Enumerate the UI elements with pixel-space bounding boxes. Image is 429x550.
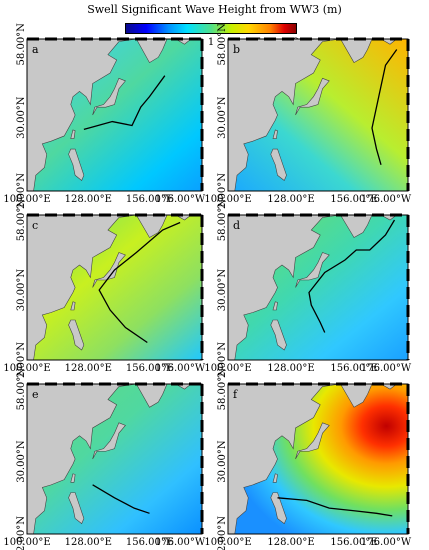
land-mass <box>92 422 126 460</box>
lat-label: 58.00°N <box>16 23 27 66</box>
land-mass <box>26 38 137 192</box>
land-mass <box>272 301 278 311</box>
lat-label: 58.00°N <box>16 368 27 411</box>
typhoon-track <box>371 49 398 165</box>
land-mass <box>70 129 76 139</box>
land-mass <box>92 252 126 288</box>
lat-label: 30.00°N <box>16 440 27 483</box>
panel-label: a <box>32 43 39 56</box>
lon-label: 156.00°E <box>330 363 377 374</box>
lat-label: 30.00°N <box>16 96 27 139</box>
lon-label: 176.00°W <box>361 363 412 374</box>
panel-label: b <box>233 43 240 56</box>
lon-label: 156.00°E <box>126 537 173 548</box>
lon-label: 156.00°E <box>126 363 173 374</box>
lon-label: 100.00°E <box>3 194 50 205</box>
lat-label: 2.00°N <box>16 516 27 550</box>
typhoon-track <box>308 219 396 333</box>
typhoon-track <box>98 221 181 344</box>
lon-label: 156.00°E <box>330 537 377 548</box>
land-mass <box>26 383 137 535</box>
lon-label: 128.00°E <box>65 363 112 374</box>
lat-label: 30.00°N <box>217 96 228 139</box>
land-mass <box>272 473 278 483</box>
panel-label: d <box>233 219 240 232</box>
land-mass <box>295 252 330 288</box>
panel-label: c <box>32 219 38 232</box>
land-mass <box>70 301 76 311</box>
lon-label: 100.00°E <box>204 363 251 374</box>
panel-label: f <box>233 388 238 401</box>
land-mass <box>68 319 85 351</box>
land-mass <box>227 383 341 535</box>
map-panel: e <box>26 382 204 535</box>
land-mass <box>270 148 287 181</box>
colorbar-title: Swell Significant Wave Height from WW3 (… <box>87 3 342 16</box>
lat-label: 30.00°N <box>217 269 228 312</box>
lat-label: 2.00°N <box>16 342 27 378</box>
lon-label: 100.00°E <box>204 537 251 548</box>
land-mass <box>270 492 287 525</box>
lat-label: 2.00°N <box>217 516 228 550</box>
land-mass <box>92 77 126 116</box>
map-panel: d <box>227 213 410 361</box>
typhoon-track <box>83 75 166 131</box>
lat-label: 30.00°N <box>16 269 27 312</box>
lon-label: 128.00°E <box>267 194 314 205</box>
lon-label: 176.00°W <box>155 363 206 374</box>
lat-label: 2.00°N <box>217 173 228 209</box>
lon-label: 176.00°W <box>361 194 412 205</box>
lon-label: 176.00°W <box>361 537 412 548</box>
lat-label: 58.00°N <box>217 368 228 411</box>
land-mass <box>68 492 85 525</box>
lon-label: 156.00°E <box>330 194 377 205</box>
land-mass <box>270 319 287 351</box>
land-mass <box>70 473 76 483</box>
land-mass <box>227 38 341 192</box>
lon-label: 100.00°E <box>3 537 50 548</box>
land-mass <box>26 214 137 361</box>
land-mass <box>272 129 278 139</box>
lon-label: 100.00°E <box>3 363 50 374</box>
lon-label: 100.00°E <box>204 194 251 205</box>
lon-label: 176.00°W <box>155 194 206 205</box>
lon-label: 176.00°W <box>155 537 206 548</box>
lat-label: 58.00°N <box>16 199 27 242</box>
land-mass <box>295 77 330 116</box>
colorbar-tick: 1 <box>207 37 215 48</box>
map-panel: b <box>227 37 410 192</box>
lat-label: 58.00°N <box>217 23 228 66</box>
land-mass <box>227 214 341 361</box>
lon-label: 128.00°E <box>267 363 314 374</box>
lon-label: 128.00°E <box>267 537 314 548</box>
panel-label: e <box>32 388 39 401</box>
lat-label: 2.00°N <box>16 173 27 209</box>
lat-label: 2.00°N <box>217 342 228 378</box>
lon-label: 128.00°E <box>65 194 112 205</box>
lat-label: 58.00°N <box>217 199 228 242</box>
typhoon-track <box>92 484 150 514</box>
land-mass <box>68 148 85 181</box>
land-mass <box>295 422 330 460</box>
map-panel: f <box>227 382 410 535</box>
lon-label: 156.00°E <box>126 194 173 205</box>
map-panel: c <box>26 213 204 361</box>
lon-label: 128.00°E <box>65 537 112 548</box>
lat-label: 30.00°N <box>217 440 228 483</box>
map-panel: a <box>26 37 204 192</box>
typhoon-track <box>277 497 393 517</box>
